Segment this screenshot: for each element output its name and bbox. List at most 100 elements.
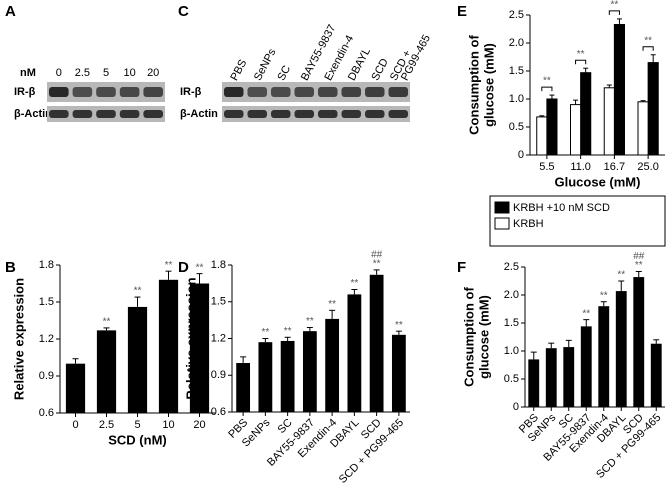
y-tick-label: 0.6 [211,406,226,418]
bar [236,363,251,412]
bar [189,283,210,413]
x-tick-label: 5.5 [539,161,554,173]
y-tick-label: 1.0 [509,93,524,105]
x-axis-label: Glucose (mM) [555,174,641,189]
bar [158,279,179,413]
bar [536,116,548,156]
blot-band [271,87,291,97]
y-tick-label: 0.9 [39,370,54,382]
blot-band [49,87,69,97]
blot-band [96,87,116,97]
blot-band [96,110,116,118]
blot-band [247,87,267,97]
x-tick-label: 0 [72,419,78,431]
significance-label: ** [395,320,403,331]
bar [633,277,645,407]
blot-band [247,110,267,118]
blot-strip [222,106,410,122]
blot-band [318,110,338,118]
significance-label: ** [610,0,618,11]
bar [580,72,592,156]
y-tick-label: 2.5 [504,261,519,273]
significance-label: ** [582,308,590,319]
bar [637,101,649,156]
blot-band [294,110,314,118]
bar [613,24,625,156]
panel-letter: B [5,259,16,276]
bar [647,62,659,156]
y-axis-label: Relative expression [11,278,26,400]
significance-label: ** [134,286,142,297]
y-tick-label: 2.0 [504,289,519,301]
panel-letter: E [457,3,467,20]
y-tick-label: 2.5 [509,9,524,21]
y-tick-label: 1.5 [39,296,54,308]
panel-letter: D [178,259,189,276]
y-tick-label: 1.8 [39,259,54,271]
blot-band [119,110,140,118]
significance-bracket [608,10,620,15]
bar [528,359,540,407]
blot-band [365,110,385,118]
y-tick-label: 0 [518,149,524,161]
bar [280,340,295,412]
legend-swatch [494,217,510,230]
y-axis-label: Consumption of [461,287,476,387]
y-tick-label: 0.5 [509,121,524,133]
lane-label: SCD [369,57,391,83]
significance-label: ** [644,35,652,46]
lane-label: PBS [228,58,249,83]
row-label: β-Actin [180,108,218,120]
y-tick-label: 0.9 [211,369,226,381]
significance-label: ** [284,326,292,337]
panel-letter: F [457,259,466,276]
bar [369,274,384,412]
y-tick-label: 1.8 [211,259,226,271]
bar [258,342,273,412]
y-tick-label: 1.2 [211,332,226,344]
significance-label: ** [196,262,204,273]
blot-strip [222,82,410,102]
row-label: IR-β [180,86,202,98]
x-tick-label: 16.7 [604,161,625,173]
blot-band [72,87,93,97]
significance-label: ** [543,76,551,87]
significance-label: ** [103,317,111,328]
panel-letter: C [178,3,189,20]
blot-band [143,87,163,97]
blot-band [224,110,244,118]
legend-label: KRBH +10 nM SCD [513,202,610,214]
bar [563,347,575,407]
significance-label: ** [328,299,336,310]
legend-label: KRBH [513,218,544,230]
x-tick-label: 20 [193,419,205,431]
x-tick-label: 5 [134,419,140,431]
lane-label: 20 [147,67,159,79]
x-tick-label: 11.0 [570,161,591,173]
x-tick-label: 2.5 [99,419,114,431]
blot-band [49,110,69,118]
significance-label: ** [373,259,381,270]
bar [302,331,317,412]
blot-band [341,87,361,97]
blot-header: nM [20,67,36,79]
legend-swatch [494,201,510,214]
blot-band [224,87,244,97]
significance-bracket [541,86,553,92]
x-axis-label: SCD (nM) [108,432,167,447]
y-tick-label: 2.0 [509,37,524,49]
blot-band [341,110,361,118]
y-tick-label: 0.5 [504,373,519,385]
significance-label: ## [371,250,383,261]
y-tick-label: 0 [513,401,519,413]
significance-bracket [575,59,587,65]
blot-band [119,87,140,97]
bar [127,306,148,413]
significance-label: ** [261,327,269,338]
lane-label: 0 [56,67,62,79]
significance-label: ## [633,251,645,262]
bar [96,330,117,413]
blot-band [143,110,163,118]
lane-label: 2.5 [75,67,90,79]
